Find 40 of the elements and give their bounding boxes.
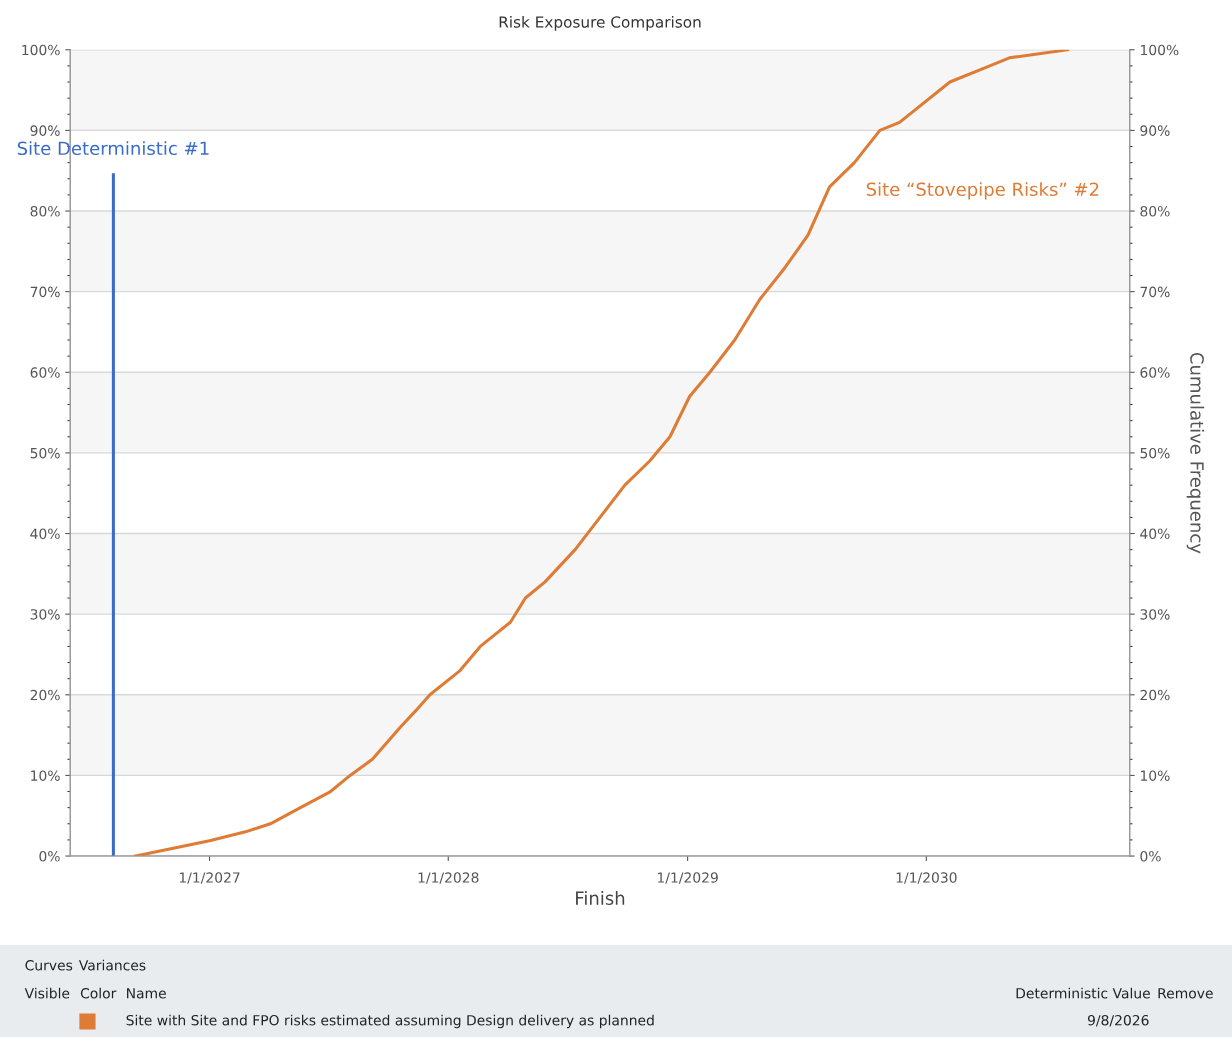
y2-tick-label: 0% [1140,851,1161,862]
y2-tick-label: 30% [1140,609,1170,620]
y2-tick-label: 50% [1140,447,1170,459]
y-tick-label: 40% [30,528,60,540]
x-tick-label: 1/1/2028 [418,872,479,884]
y2-tick-label: 20% [1140,689,1170,701]
y-tick-label: 0% [39,851,60,862]
x-tick-label: 1/1/2030 [896,872,957,884]
text: Remove [1158,988,1213,999]
y-tick-label: 50% [30,447,60,459]
y-tick-label: 20% [30,689,60,701]
text: Deterministic Value [1016,987,1150,999]
y2-tick-label: 60% [1140,367,1170,378]
series-label: Site “Stovepipe Risks” #2 [866,182,1099,200]
y2-axis-title: Cumulative Frequency [1186,352,1205,554]
y2-tick-label: 70% [1140,286,1170,298]
text: 9/8/2026 [1087,1014,1149,1027]
y2-tick-label: 100% [1140,44,1179,56]
ref-line-label: Site Deterministic #1 [17,141,209,156]
y-tick-label: 30% [30,609,60,620]
y-tick-label: 100% [22,44,60,56]
y2-tick-label: 80% [1140,206,1170,217]
y-tick-label: 10% [31,770,60,781]
chart-title: Risk Exposure Comparison [499,15,701,31]
text: Visible [24,987,70,999]
y2-tick-label: 40% [1140,528,1170,540]
text: Curves [25,960,73,971]
text: Site with Site and FPO risks estimated assuming Design delivery as planned [126,1014,654,1029]
text: Color [80,987,117,999]
y2-tick-label: 90% [1140,125,1170,136]
y-tick-label: 60% [30,367,60,378]
x-tick-label: 1/1/2027 [179,872,240,884]
y-tick-label: 90% [30,125,60,136]
x-axis-title: Finish [576,891,625,905]
y-tick-label: 80% [30,206,60,217]
y-tick-label: 70% [30,286,60,298]
text: Variances [78,959,146,971]
y2-tick-label: 10% [1140,770,1170,781]
x-tick-label: 1/1/2029 [657,872,718,884]
text: Name [127,988,166,999]
